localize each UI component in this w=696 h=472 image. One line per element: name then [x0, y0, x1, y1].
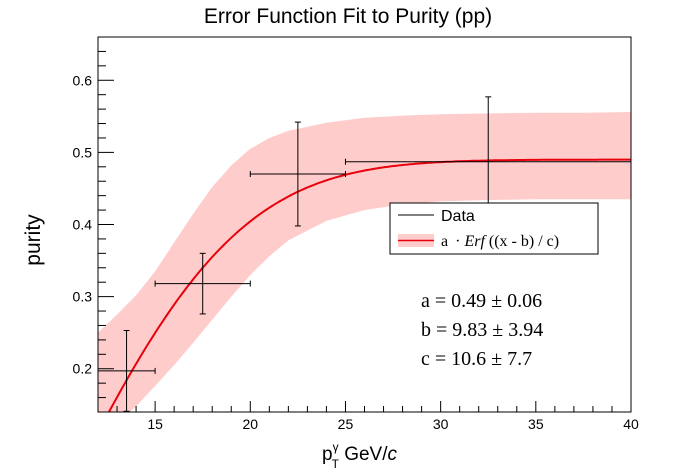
fit-uncertainty-band	[98, 112, 631, 412]
y-axis: 0.2 0.3 0.4 0.5 0.6	[73, 36, 114, 413]
x-label-sub: T	[332, 457, 340, 471]
legend-fit-label: a · Erf ((x - b) / c)	[441, 233, 559, 250]
x-tick-label: 20	[242, 416, 258, 432]
y-tick-label: 0.5	[73, 144, 93, 160]
x-tick-label: 15	[147, 416, 163, 432]
fit-curve-layer	[107, 158, 631, 412]
legend-fit-rest: ((x - b) / c)	[485, 233, 559, 250]
x-tick-label: 40	[623, 416, 639, 432]
x-label-unit: GeV/	[339, 444, 388, 465]
x-tick-label: 25	[338, 416, 354, 432]
legend-fit-erf: Erf	[463, 233, 487, 250]
fit-band-layer	[98, 112, 631, 412]
y-tick-label: 0.3	[73, 289, 93, 305]
y-tick-label: 0.4	[73, 217, 93, 233]
fit-result-a: a = 0.49 ± 0.06	[421, 290, 542, 312]
legend-fit-a: a	[441, 233, 452, 250]
y-axis-label-visible: purity	[22, 214, 45, 266]
chart-title: Error Function Fit to Purity (pp)	[204, 5, 492, 28]
fit-curve	[107, 158, 631, 412]
legend-data-label: Data	[441, 208, 475, 225]
x-label-sup: γ	[333, 440, 339, 454]
y-tick-label: 0.6	[73, 72, 93, 88]
x-tick-label: 35	[528, 416, 544, 432]
y-tick-label: 0.2	[73, 361, 93, 377]
data-point-3	[249, 121, 346, 227]
fit-result-b: b = 9.83 ± 3.94	[421, 319, 543, 341]
data-point-2	[154, 252, 251, 315]
x-axis: 15 20 25 30 35 40	[97, 401, 639, 432]
x-label-c: c	[388, 444, 398, 465]
x-label-p: p	[322, 444, 333, 465]
legend-fit-dot: ·	[455, 233, 460, 250]
fit-result-c: c = 10.6 ± 7.7	[421, 348, 532, 370]
x-tick-label: 30	[433, 416, 449, 432]
x-axis-label: pγ T GeV/c	[322, 440, 398, 471]
legend: Data a · Erf ((x - b) / c)	[389, 202, 599, 255]
